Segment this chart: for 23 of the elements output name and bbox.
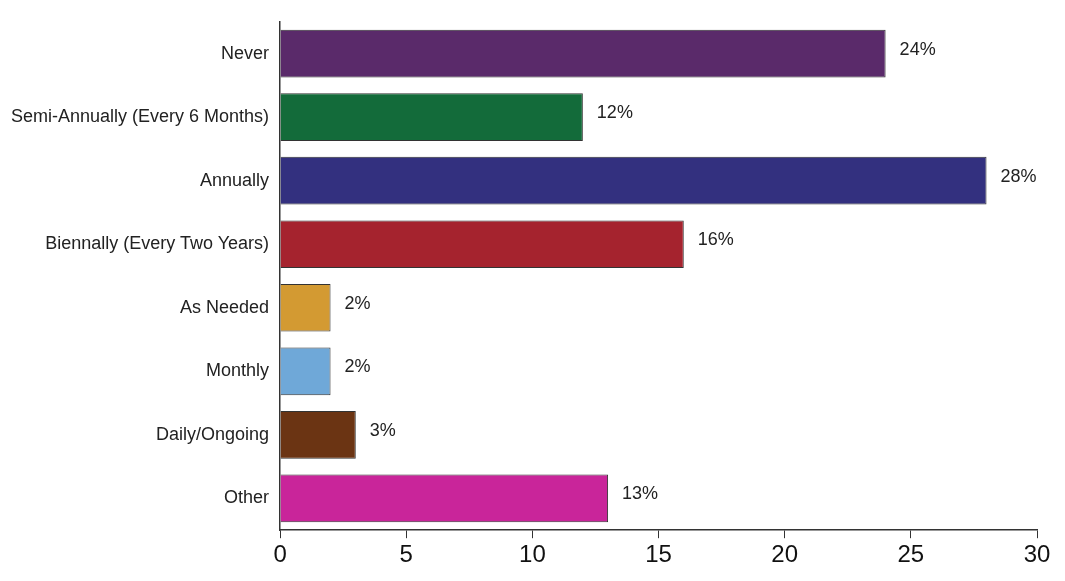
y-tick-label: Other (224, 487, 270, 508)
y-tick-label: As Needed (180, 296, 270, 317)
y-tick-label: Semi-Annually (Every 6 Months) (11, 106, 270, 127)
x-tick-label: 20 (771, 540, 799, 568)
x-tick-label: 10 (519, 540, 546, 568)
x-tick-label: 25 (897, 540, 925, 568)
x-tick-label: 0 (273, 540, 287, 568)
x-tick-label: 15 (645, 540, 672, 568)
x-tick-label: 30 (1023, 540, 1051, 568)
data-label: 2% (344, 356, 371, 377)
y-tick-label: Biennally (Every Two Years) (45, 233, 270, 254)
y-tick-label: Daily/Ongoing (156, 423, 270, 444)
data-label: 3% (369, 419, 396, 440)
data-label: 12% (596, 102, 633, 123)
data-label: 2% (344, 292, 371, 313)
y-tick-label: Never (221, 42, 270, 63)
data-label: 16% (697, 229, 734, 250)
x-tick-label: 5 (399, 540, 413, 568)
y-tick-label: Annually (200, 169, 270, 190)
data-label: 13% (622, 483, 659, 504)
y-tick-label: Monthly (206, 360, 270, 381)
data-label: 24% (899, 38, 936, 59)
data-label: 28% (1000, 165, 1037, 186)
